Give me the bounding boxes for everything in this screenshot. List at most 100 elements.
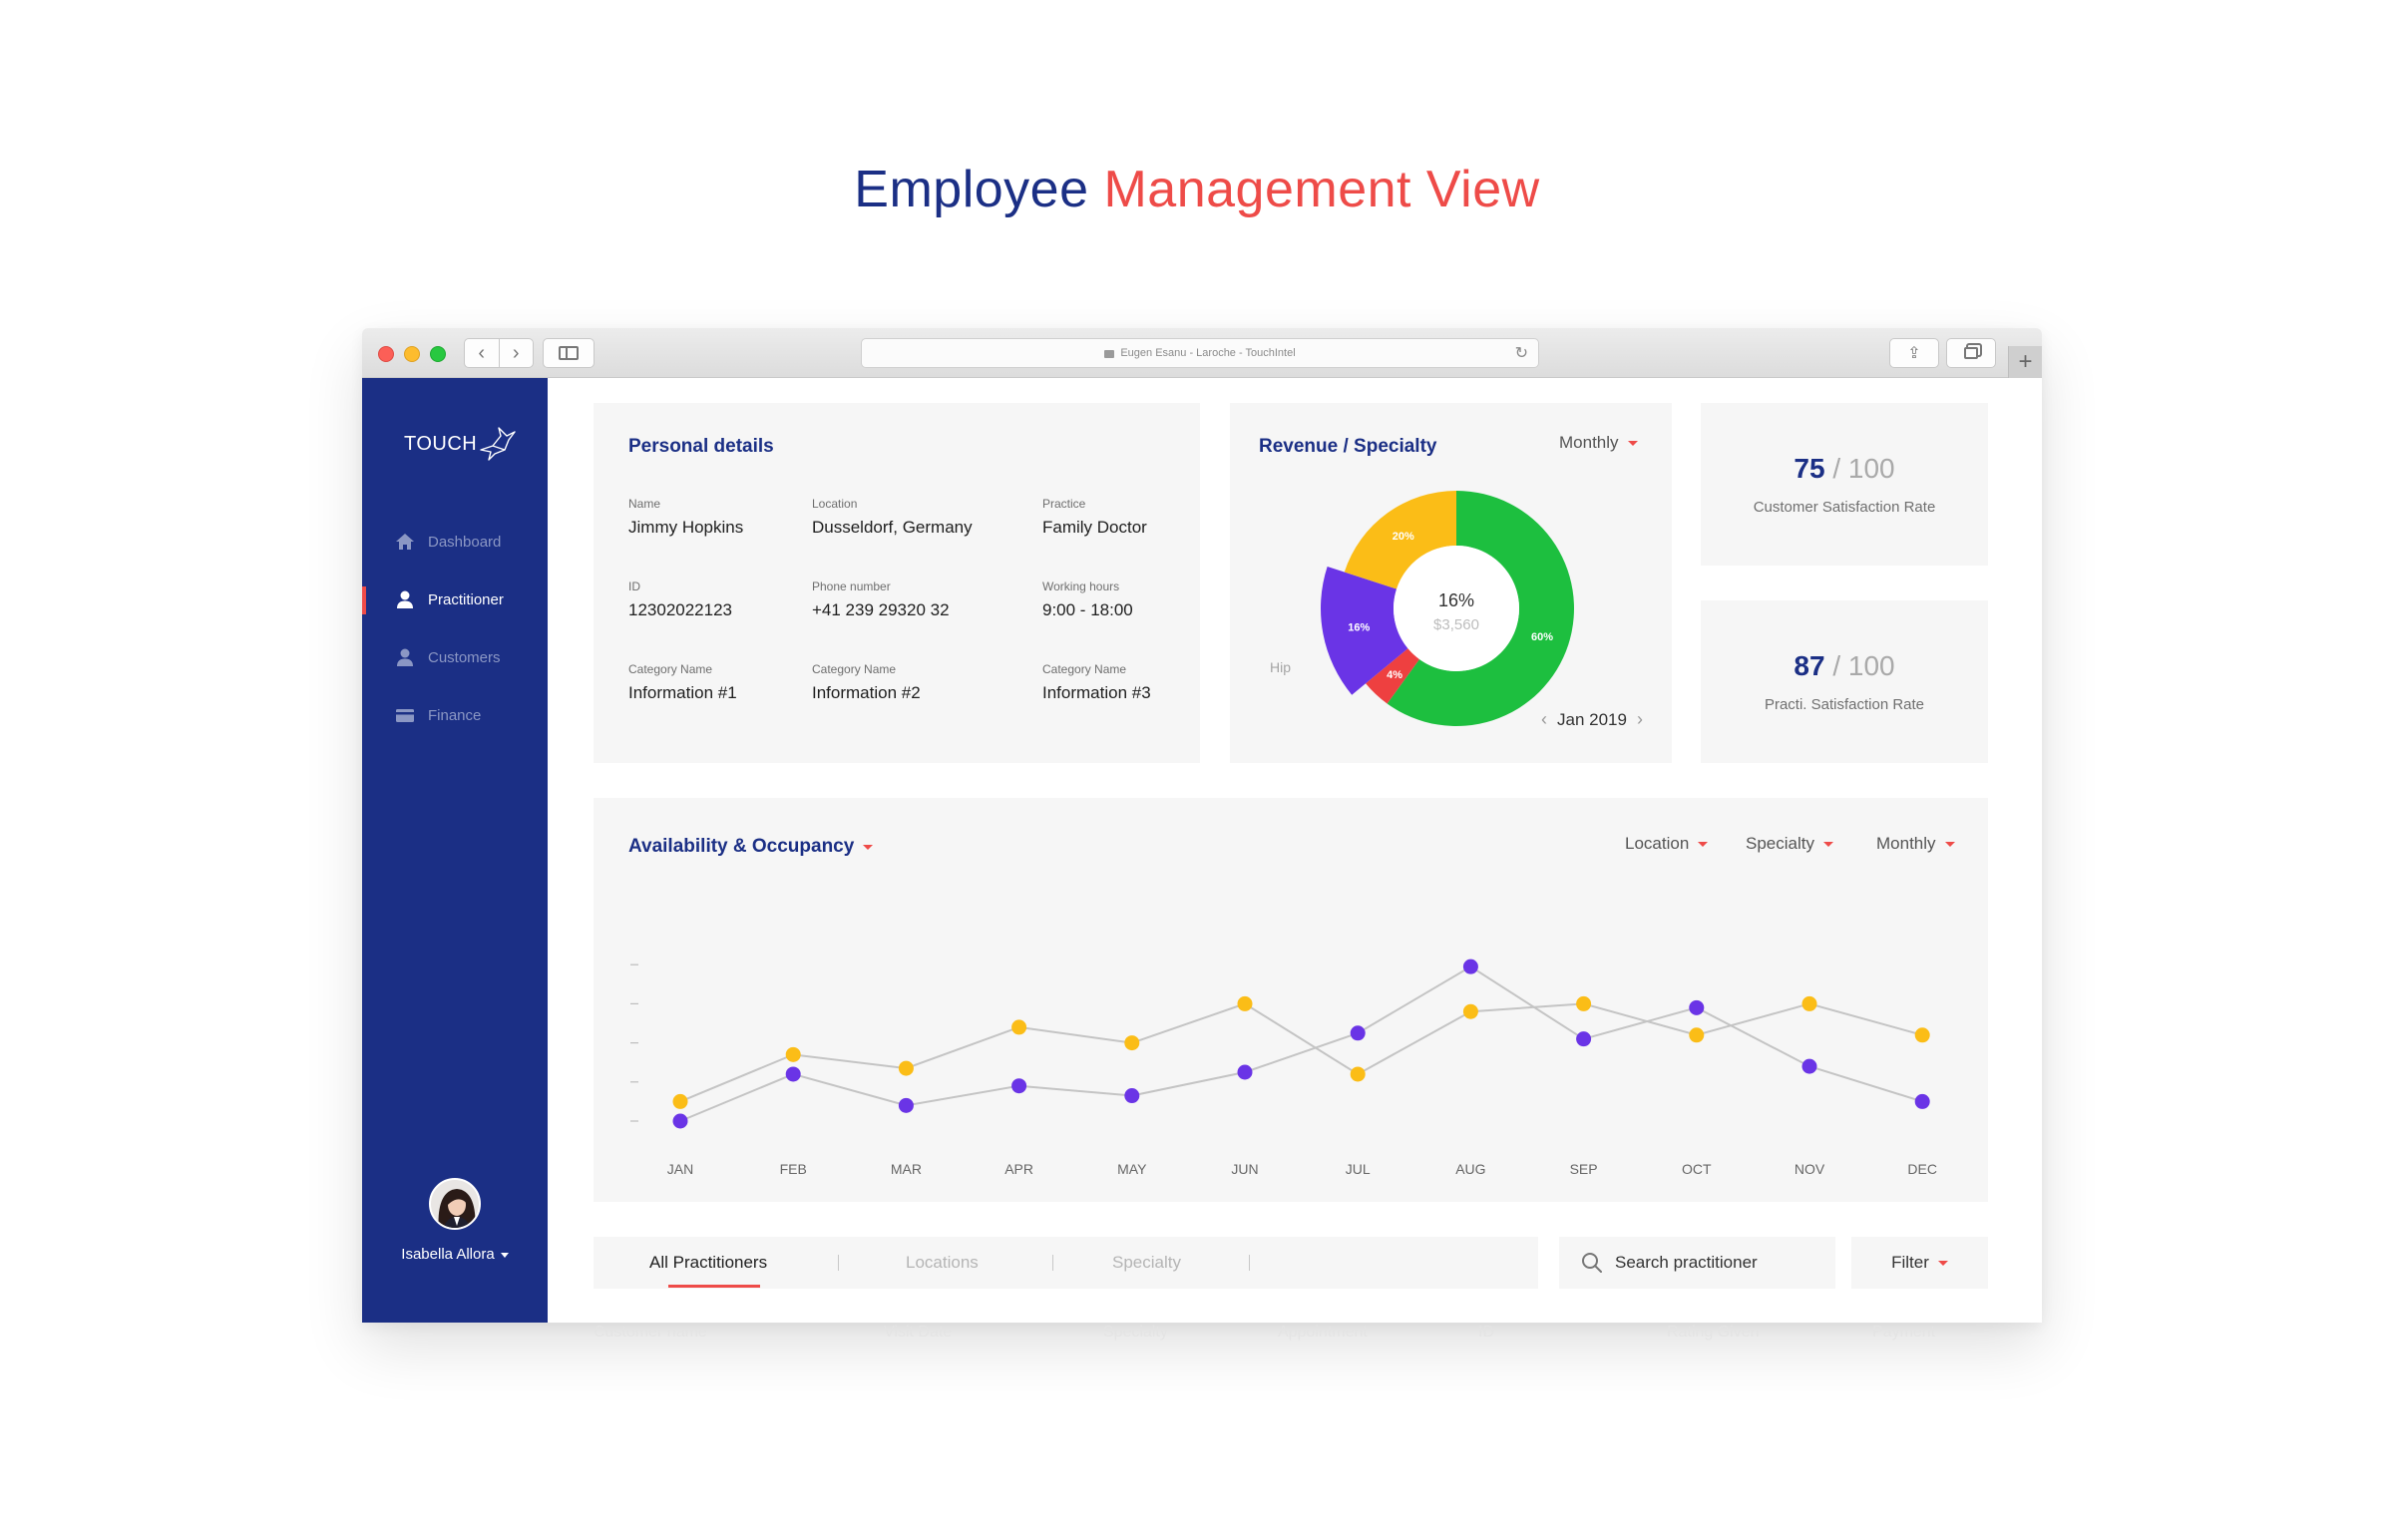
sidebar-item-dashboard[interactable]: Dashboard [362, 513, 548, 571]
series-point-1[interactable] [1576, 1031, 1592, 1047]
table-header-row: Customer name Visit Date Specialty Appoi… [594, 1324, 1950, 1353]
kpi-number: 87 [1794, 650, 1825, 681]
series-point-1[interactable] [672, 1113, 688, 1129]
x-tick-label: FEB [780, 1161, 807, 1177]
sidebar-item-customers[interactable]: Customers [362, 628, 548, 686]
period-filter-dropdown[interactable]: Monthly [1876, 834, 1955, 854]
toggle-sidebar-button[interactable] [543, 338, 595, 368]
sidebar-menu: Dashboard Practitioner Customers Finance [362, 513, 548, 744]
filter-button[interactable]: Filter [1851, 1237, 1988, 1289]
revenue-period-dropdown[interactable]: Monthly [1559, 433, 1638, 453]
location-filter-dropdown[interactable]: Location [1625, 834, 1709, 854]
user-menu[interactable]: Isabella Allora [362, 1178, 548, 1264]
x-tick-label: MAR [891, 1161, 922, 1177]
series-point-1[interactable] [1689, 999, 1705, 1015]
series-point-0[interactable] [1576, 995, 1592, 1011]
series-point-1[interactable] [1801, 1058, 1817, 1074]
share-button[interactable]: ⇪ [1889, 338, 1939, 368]
field-value: Information #2 [812, 683, 921, 702]
specialty-filter-dropdown[interactable]: Specialty [1746, 834, 1833, 854]
chevron-down-icon [1937, 1260, 1948, 1266]
field-label: Working hours [1042, 579, 1120, 593]
history-nav: ‹ › [464, 338, 534, 368]
series-point-1[interactable] [1237, 1064, 1253, 1080]
user-icon [394, 646, 416, 668]
field-practice: Practice Family Doctor [1042, 497, 1147, 538]
kpi-max: 100 [1847, 453, 1895, 484]
series-point-1[interactable] [1914, 1093, 1930, 1109]
forward-arrow-icon[interactable]: › [498, 339, 534, 367]
series-point-1[interactable] [785, 1066, 801, 1082]
series-point-0[interactable] [1350, 1066, 1366, 1082]
sidebar: TOUCH Dashboard Practitioner [362, 378, 548, 1323]
next-month-chevron-icon[interactable]: › [1636, 709, 1643, 729]
logo[interactable]: TOUCH [404, 426, 517, 462]
new-tab-button[interactable]: + [2008, 346, 2042, 378]
field-label: Category Name [628, 662, 713, 676]
series-point-1[interactable] [898, 1097, 914, 1113]
availability-title-dropdown[interactable]: Availability & Occupancy [628, 836, 874, 858]
minimize-window-button[interactable] [404, 346, 420, 362]
avatar[interactable] [429, 1178, 481, 1230]
user-name[interactable]: Isabella Allora [401, 1246, 509, 1263]
search-input[interactable]: Search practitioner [1559, 1237, 1835, 1289]
series-point-1[interactable] [1124, 1088, 1140, 1104]
tab-locations[interactable]: Locations [906, 1253, 979, 1272]
field-value: 12302022123 [628, 600, 733, 619]
series-point-0[interactable] [785, 1046, 801, 1062]
series-point-0[interactable] [1914, 1027, 1930, 1043]
x-tick-label: DEC [1907, 1161, 1937, 1177]
maximize-window-button[interactable] [430, 346, 446, 362]
show-tabs-button[interactable] [1946, 338, 1996, 368]
kpi-value: 87 / 100 [1701, 650, 1988, 682]
sidebar-icon [559, 346, 579, 360]
field-phone: Phone number +41 239 29320 32 [812, 579, 950, 620]
series-point-1[interactable] [1462, 959, 1478, 974]
donut-slice-1[interactable] [1366, 648, 1419, 704]
series-point-0[interactable] [1237, 995, 1253, 1011]
browser-toolbar: ‹ › Eugen Esanu - Laroche - TouchIntel ↻… [362, 328, 2042, 378]
browser-window: ‹ › Eugen Esanu - Laroche - TouchIntel ↻… [362, 328, 2042, 1323]
field-value: Information #1 [628, 683, 737, 702]
address-bar[interactable]: Eugen Esanu - Laroche - TouchIntel ↻ [861, 338, 1539, 368]
tab-divider [838, 1255, 839, 1271]
series-point-0[interactable] [1011, 1019, 1027, 1035]
x-tick-label: JUL [1346, 1161, 1371, 1177]
field-value: Dusseldorf, Germany [812, 518, 973, 537]
field-name: Name Jimmy Hopkins [628, 497, 743, 538]
series-point-1[interactable] [1011, 1078, 1027, 1094]
kpi-customer-satisfaction: 75 / 100 Customer Satisfaction Rate [1701, 403, 1988, 566]
series-point-0[interactable] [1801, 995, 1817, 1011]
x-tick-label: JUN [1231, 1161, 1258, 1177]
series-point-1[interactable] [1350, 1025, 1366, 1041]
plus-icon: + [2018, 348, 2033, 375]
chevron-down-icon [1627, 440, 1638, 446]
tab-specialty[interactable]: Specialty [1112, 1253, 1181, 1272]
prev-month-chevron-icon[interactable]: ‹ [1541, 709, 1547, 729]
kpi-separator: / [1824, 453, 1848, 484]
donut-slice-3[interactable] [1344, 491, 1456, 589]
tab-all-practitioners[interactable]: All Practitioners [649, 1253, 768, 1272]
sidebar-item-practitioner[interactable]: Practitioner [362, 571, 548, 628]
field-value: Jimmy Hopkins [628, 518, 744, 537]
series-point-0[interactable] [898, 1060, 914, 1076]
series-point-0[interactable] [1689, 1027, 1705, 1043]
address-text: Eugen Esanu - Laroche - TouchIntel [1120, 347, 1296, 359]
series-point-0[interactable] [672, 1093, 688, 1109]
kpi-label: Customer Satisfaction Rate [1753, 499, 1936, 516]
availability-line-chart: JAN FEB MAR APR MAY JUN JUL AUG SEP OCT NOV DEC [630, 959, 1937, 1177]
reload-icon[interactable]: ↻ [1514, 345, 1528, 362]
series-point-0[interactable] [1124, 1035, 1140, 1051]
table-header: Visit Date [884, 1324, 953, 1341]
donut-center [1394, 546, 1519, 671]
donut-slice-0[interactable] [1387, 491, 1574, 726]
series-point-0[interactable] [1462, 1003, 1478, 1019]
field-working-hours: Working hours 9:00 - 18:00 [1042, 579, 1133, 620]
donut-slice-2[interactable] [1321, 566, 1408, 695]
field-label: Category Name [812, 662, 897, 676]
sidebar-item-finance[interactable]: Finance [362, 686, 548, 744]
back-arrow-icon[interactable]: ‹ [478, 341, 486, 364]
field-location: Location Dusseldorf, Germany [812, 497, 973, 538]
close-window-button[interactable] [378, 346, 394, 362]
x-tick-label: APR [1004, 1161, 1033, 1177]
